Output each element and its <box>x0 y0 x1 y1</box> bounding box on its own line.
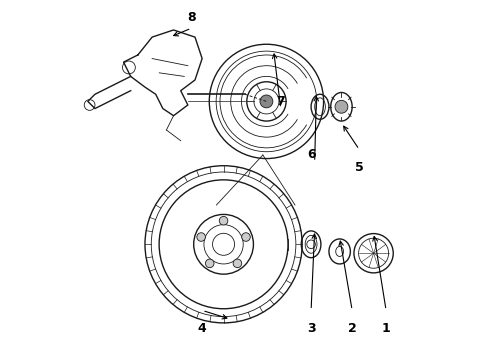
Text: 6: 6 <box>307 148 316 162</box>
Circle shape <box>260 95 273 108</box>
Text: 4: 4 <box>198 322 206 335</box>
Text: 5: 5 <box>355 161 364 174</box>
Text: 8: 8 <box>187 11 196 24</box>
Text: 7: 7 <box>276 95 285 108</box>
Text: 3: 3 <box>307 322 316 335</box>
Text: 1: 1 <box>382 322 391 335</box>
Circle shape <box>197 233 205 241</box>
Circle shape <box>220 216 228 225</box>
Circle shape <box>233 259 242 268</box>
Circle shape <box>335 100 348 113</box>
Circle shape <box>205 259 214 268</box>
Circle shape <box>242 233 250 241</box>
Text: 2: 2 <box>348 322 357 335</box>
